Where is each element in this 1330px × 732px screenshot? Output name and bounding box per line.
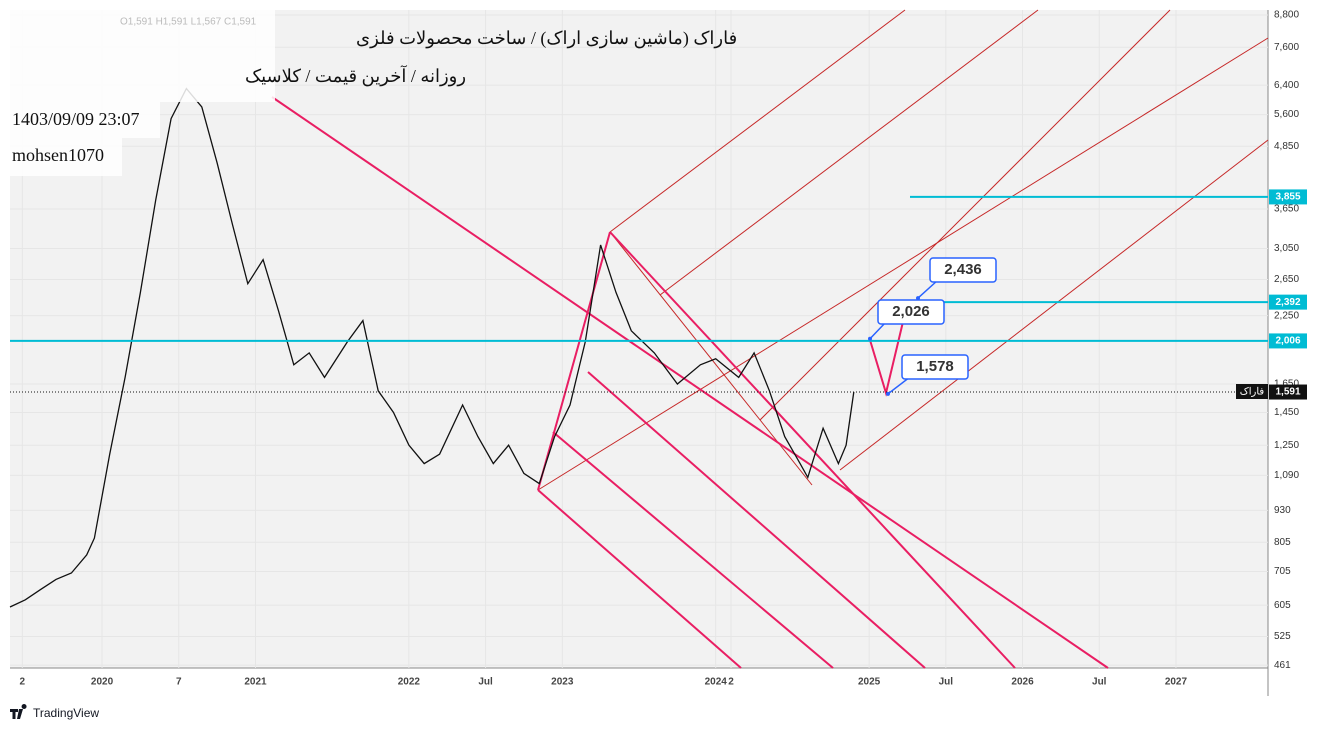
y-tick-label: 1,090 [1274, 470, 1299, 481]
symbol-tag-label: فاراک [1240, 387, 1265, 398]
callout-box [877, 299, 945, 325]
callout-anchor [916, 296, 920, 301]
y-tick-label: 1,450 [1274, 407, 1299, 418]
x-tick-label: 2021 [244, 677, 267, 688]
y-tick-label: 805 [1274, 537, 1291, 548]
callout-anchor [868, 336, 872, 341]
channel-line [759, 9, 1171, 421]
date: 1403/09/09 23:07 [12, 109, 140, 129]
price-tag [1269, 189, 1307, 205]
info-box [10, 138, 122, 176]
price-tag [1269, 333, 1307, 349]
y-tick-label: 2,250 [1274, 310, 1299, 321]
callout-label: 2,436 [944, 261, 982, 278]
y-tick-label: 1,250 [1274, 440, 1299, 451]
author: mohsen1070 [12, 145, 104, 165]
price-line [9, 87, 855, 608]
y-tick-label: 3,050 [1274, 243, 1299, 254]
price-tag-label: 1,591 [1275, 387, 1300, 398]
trend-line [552, 431, 834, 669]
y-tick-label: 6,400 [1274, 80, 1299, 91]
trend-line [537, 489, 742, 669]
price-tag [1269, 384, 1307, 400]
channel-line [659, 9, 1039, 296]
y-tick-label: 930 [1274, 505, 1291, 516]
channel-line [609, 9, 906, 233]
callout-label: 2,026 [892, 303, 930, 320]
pitchfork [271, 9, 1269, 669]
y-tick-label: 3,650 [1274, 204, 1299, 215]
x-tick-label: Jul [939, 677, 954, 688]
x-tick-label: 7 [176, 677, 182, 688]
callout-pointer [869, 321, 887, 340]
symbol-tag [1236, 384, 1268, 399]
x-tick-label: 2020 [91, 677, 114, 688]
x-tick-label: Jul [1092, 677, 1107, 688]
y-tick-label: 461 [1274, 660, 1291, 671]
y-tick-label: 4,850 [1274, 141, 1299, 152]
trend-line [609, 231, 1016, 669]
x-tick-label: Jul [478, 677, 493, 688]
price-tag-label: 3,855 [1275, 192, 1300, 203]
y-tick-label: 5,600 [1274, 109, 1299, 120]
ohlc-legend: O1,591 H1,591 L1,567 C1,591 [120, 17, 257, 28]
y-tick-label: 2,650 [1274, 274, 1299, 285]
callout-box [929, 257, 997, 283]
price-tag [1269, 294, 1307, 310]
x-tick-label: 2023 [551, 677, 574, 688]
projection-arrow [869, 304, 908, 397]
brand: TradingView [33, 706, 99, 720]
symbol-title: فاراک (ماشین سازی اراک) / ساخت محصولات ف… [356, 28, 737, 49]
callout-anchor [886, 391, 890, 396]
callout-pointer [887, 376, 911, 395]
y-tick-label: 525 [1274, 631, 1291, 642]
x-tick-label: 2024 [705, 677, 728, 688]
info-box [10, 102, 160, 138]
trend-line [537, 231, 611, 491]
x-tick-label: 2 [728, 677, 734, 688]
price-tag-label: 2,006 [1275, 336, 1300, 347]
marks [9, 87, 1268, 608]
x-tick-label: 2 [19, 677, 25, 688]
price-tag-label: 2,392 [1275, 297, 1300, 308]
channel-line [537, 37, 1269, 491]
trend-line [587, 371, 926, 669]
subtitle: روزانه / آخرین قیمت / کلاسیک [245, 65, 466, 87]
trend-line [271, 96, 1109, 669]
callout-box [901, 354, 969, 380]
callout-label: 1,578 [916, 358, 954, 375]
info-box [10, 10, 275, 102]
y-tick-label: 1,650 [1274, 379, 1299, 390]
x-tick-label: 2025 [858, 677, 881, 688]
x-tick-label: 2026 [1011, 677, 1034, 688]
x-tick-label: 2022 [398, 677, 421, 688]
y-tick-label: 8,800 [1274, 10, 1299, 21]
callout-pointer [917, 279, 939, 299]
price-axis [1268, 10, 1330, 696]
x-tick-label: 2027 [1165, 677, 1188, 688]
y-tick-label: 605 [1274, 600, 1291, 611]
y-tick-label: 705 [1274, 566, 1291, 577]
channel-line [839, 139, 1269, 471]
brand-logo [10, 704, 27, 719]
y-tick-label: 7,600 [1274, 42, 1299, 53]
